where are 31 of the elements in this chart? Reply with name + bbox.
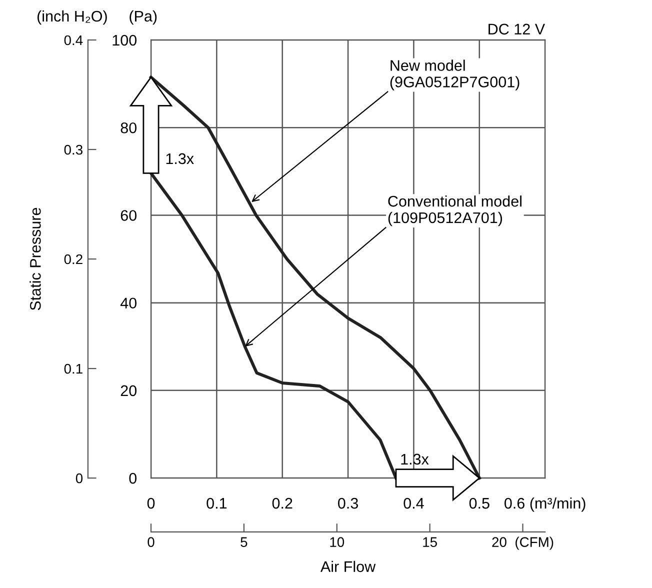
x-tick-label: 0.2 xyxy=(272,498,292,509)
x2-tick-label: 15 xyxy=(423,537,437,547)
x-tick-label: 0.1 xyxy=(206,498,227,509)
y-tick-label: 0 xyxy=(129,472,137,484)
x-tick-label: 0 xyxy=(147,498,155,509)
text: Static Pressure xyxy=(30,208,41,310)
chart-title: DC 12 V xyxy=(488,24,546,35)
y2-tick-label: 0.3 xyxy=(64,144,82,155)
y-axis-title: (Pa) xyxy=(130,10,157,25)
annotation: New model (9GA0512P7G001) xyxy=(390,60,520,90)
y2-tick-label: 0.1 xyxy=(64,364,82,374)
y-tick-label: 100 xyxy=(112,34,137,46)
x2-tick-label: 5 xyxy=(240,537,248,547)
y-tick-label: 40 xyxy=(120,298,137,309)
x-tick-label: 0.3 xyxy=(338,498,358,509)
y2-tick-label: 0 xyxy=(76,473,83,484)
y2-tick-label: 0.2 xyxy=(64,254,82,264)
x-tick-label: 0.4 xyxy=(404,498,424,509)
annotation: 1.3x xyxy=(166,153,194,164)
x-axis-title: Air Flow xyxy=(320,560,376,572)
x2-tick-label: 0 xyxy=(148,537,154,547)
x-tick-label: 0.5 xyxy=(469,498,490,509)
y-tick-label: 60 xyxy=(120,210,137,221)
y2-axis-title: (inch H₂O) xyxy=(37,10,107,25)
y-tick-label: 80 xyxy=(120,122,137,134)
x-tick-label: 0.6 (m³/min) xyxy=(504,497,586,512)
x2-tick-label: 20 (CFM) xyxy=(492,536,554,550)
x2-tick-label: 10 xyxy=(330,537,344,547)
y2-tick-label: 0.4 xyxy=(64,35,83,46)
y-tick-label: 20 xyxy=(120,385,137,396)
annotation: Conventional model (109P0512A701) xyxy=(388,195,522,226)
